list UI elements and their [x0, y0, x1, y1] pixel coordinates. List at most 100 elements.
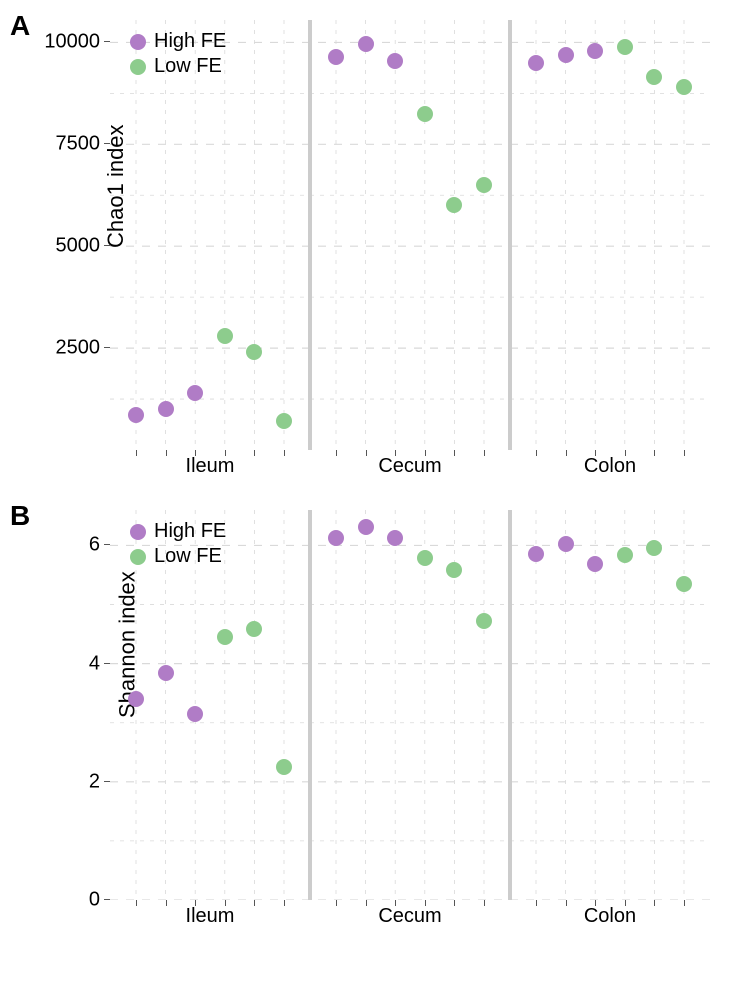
- data-point: [276, 413, 292, 429]
- legend-marker: [130, 59, 146, 75]
- x-tick-mark: [336, 450, 337, 456]
- y-tick-mark: [104, 544, 110, 545]
- legend-label: Low FE: [154, 55, 222, 78]
- data-point: [358, 519, 374, 535]
- data-point: [646, 69, 662, 85]
- x-tick-mark: [625, 450, 626, 456]
- x-tick-mark: [684, 450, 685, 456]
- panel-B-legend: High FELow FE: [130, 520, 226, 570]
- panel-A-plot: Chao1 index High FELow FE 25005000750010…: [110, 20, 710, 450]
- data-point: [617, 547, 633, 563]
- x-tick-mark: [536, 450, 537, 456]
- y-tick-mark: [104, 663, 110, 664]
- x-tick-mark: [284, 450, 285, 456]
- data-point: [558, 47, 574, 63]
- legend-marker: [130, 34, 146, 50]
- x-tick-mark: [395, 900, 396, 906]
- x-tick-mark: [225, 900, 226, 906]
- legend-item: Low FE: [130, 55, 226, 78]
- data-point: [387, 53, 403, 69]
- x-tick-mark: [566, 900, 567, 906]
- data-point: [128, 407, 144, 423]
- legend-item: High FE: [130, 520, 226, 543]
- data-point: [446, 562, 462, 578]
- panel-A: A Chao1 index High FELow FE 250050007500…: [10, 10, 729, 490]
- x-tick-mark: [225, 450, 226, 456]
- legend-label: High FE: [154, 520, 226, 543]
- x-tick-mark: [566, 450, 567, 456]
- data-point: [676, 79, 692, 95]
- x-tick-mark: [336, 900, 337, 906]
- x-tick-mark: [195, 900, 196, 906]
- data-point: [128, 691, 144, 707]
- y-tick-label: 2500: [56, 337, 111, 360]
- y-tick-mark: [104, 245, 110, 246]
- x-group-label: Colon: [584, 455, 636, 478]
- data-point: [246, 344, 262, 360]
- data-point: [676, 576, 692, 592]
- x-tick-mark: [654, 450, 655, 456]
- x-tick-mark: [454, 450, 455, 456]
- y-tick-label: 2: [89, 770, 110, 793]
- x-tick-mark: [166, 900, 167, 906]
- data-point: [358, 36, 374, 52]
- x-tick-mark: [425, 900, 426, 906]
- y-tick-mark: [104, 899, 110, 900]
- x-group-label: Ileum: [186, 455, 235, 478]
- y-tick-label: 4: [89, 652, 110, 675]
- data-point: [276, 759, 292, 775]
- x-tick-mark: [684, 900, 685, 906]
- y-tick-mark: [104, 781, 110, 782]
- x-tick-mark: [195, 450, 196, 456]
- x-tick-mark: [284, 900, 285, 906]
- x-tick-mark: [625, 900, 626, 906]
- data-point: [446, 197, 462, 213]
- panel-A-plot-outer: Chao1 index High FELow FE 25005000750010…: [110, 10, 729, 490]
- y-tick-label: 6: [89, 534, 110, 557]
- x-tick-mark: [166, 450, 167, 456]
- x-group-label: Cecum: [378, 905, 441, 928]
- panel-A-label: A: [10, 10, 30, 42]
- x-tick-mark: [395, 450, 396, 456]
- data-point: [187, 706, 203, 722]
- data-point: [158, 665, 174, 681]
- y-tick-mark: [104, 347, 110, 348]
- legend-item: Low FE: [130, 545, 226, 568]
- data-point: [476, 177, 492, 193]
- legend-marker: [130, 549, 146, 565]
- y-tick-label: 10000: [44, 31, 110, 54]
- data-point: [528, 55, 544, 71]
- x-tick-mark: [484, 900, 485, 906]
- x-tick-mark: [595, 900, 596, 906]
- data-point: [417, 550, 433, 566]
- y-tick-label: 0: [89, 889, 110, 912]
- panel-B-plot: Shannon index High FELow FE 0246IleumCec…: [110, 510, 710, 900]
- x-group-label: Colon: [584, 905, 636, 928]
- x-tick-mark: [366, 900, 367, 906]
- y-tick-mark: [104, 143, 110, 144]
- panel-B: B Shannon index High FELow FE 0246IleumC…: [10, 500, 729, 940]
- data-point: [217, 629, 233, 645]
- data-point: [217, 328, 233, 344]
- x-tick-mark: [136, 900, 137, 906]
- data-point: [476, 613, 492, 629]
- data-point: [587, 43, 603, 59]
- data-point: [417, 106, 433, 122]
- x-tick-mark: [454, 900, 455, 906]
- data-point: [187, 385, 203, 401]
- data-point: [587, 556, 603, 572]
- x-tick-mark: [595, 450, 596, 456]
- data-point: [246, 621, 262, 637]
- data-point: [328, 530, 344, 546]
- x-tick-mark: [254, 450, 255, 456]
- x-tick-mark: [654, 900, 655, 906]
- panel-B-label: B: [10, 500, 30, 532]
- figure: A Chao1 index High FELow FE 250050007500…: [10, 10, 729, 940]
- x-tick-mark: [366, 450, 367, 456]
- x-group-label: Cecum: [378, 455, 441, 478]
- data-point: [328, 49, 344, 65]
- x-tick-mark: [136, 450, 137, 456]
- data-point: [528, 546, 544, 562]
- panel-B-plot-outer: Shannon index High FELow FE 0246IleumCec…: [110, 500, 729, 940]
- legend-marker: [130, 524, 146, 540]
